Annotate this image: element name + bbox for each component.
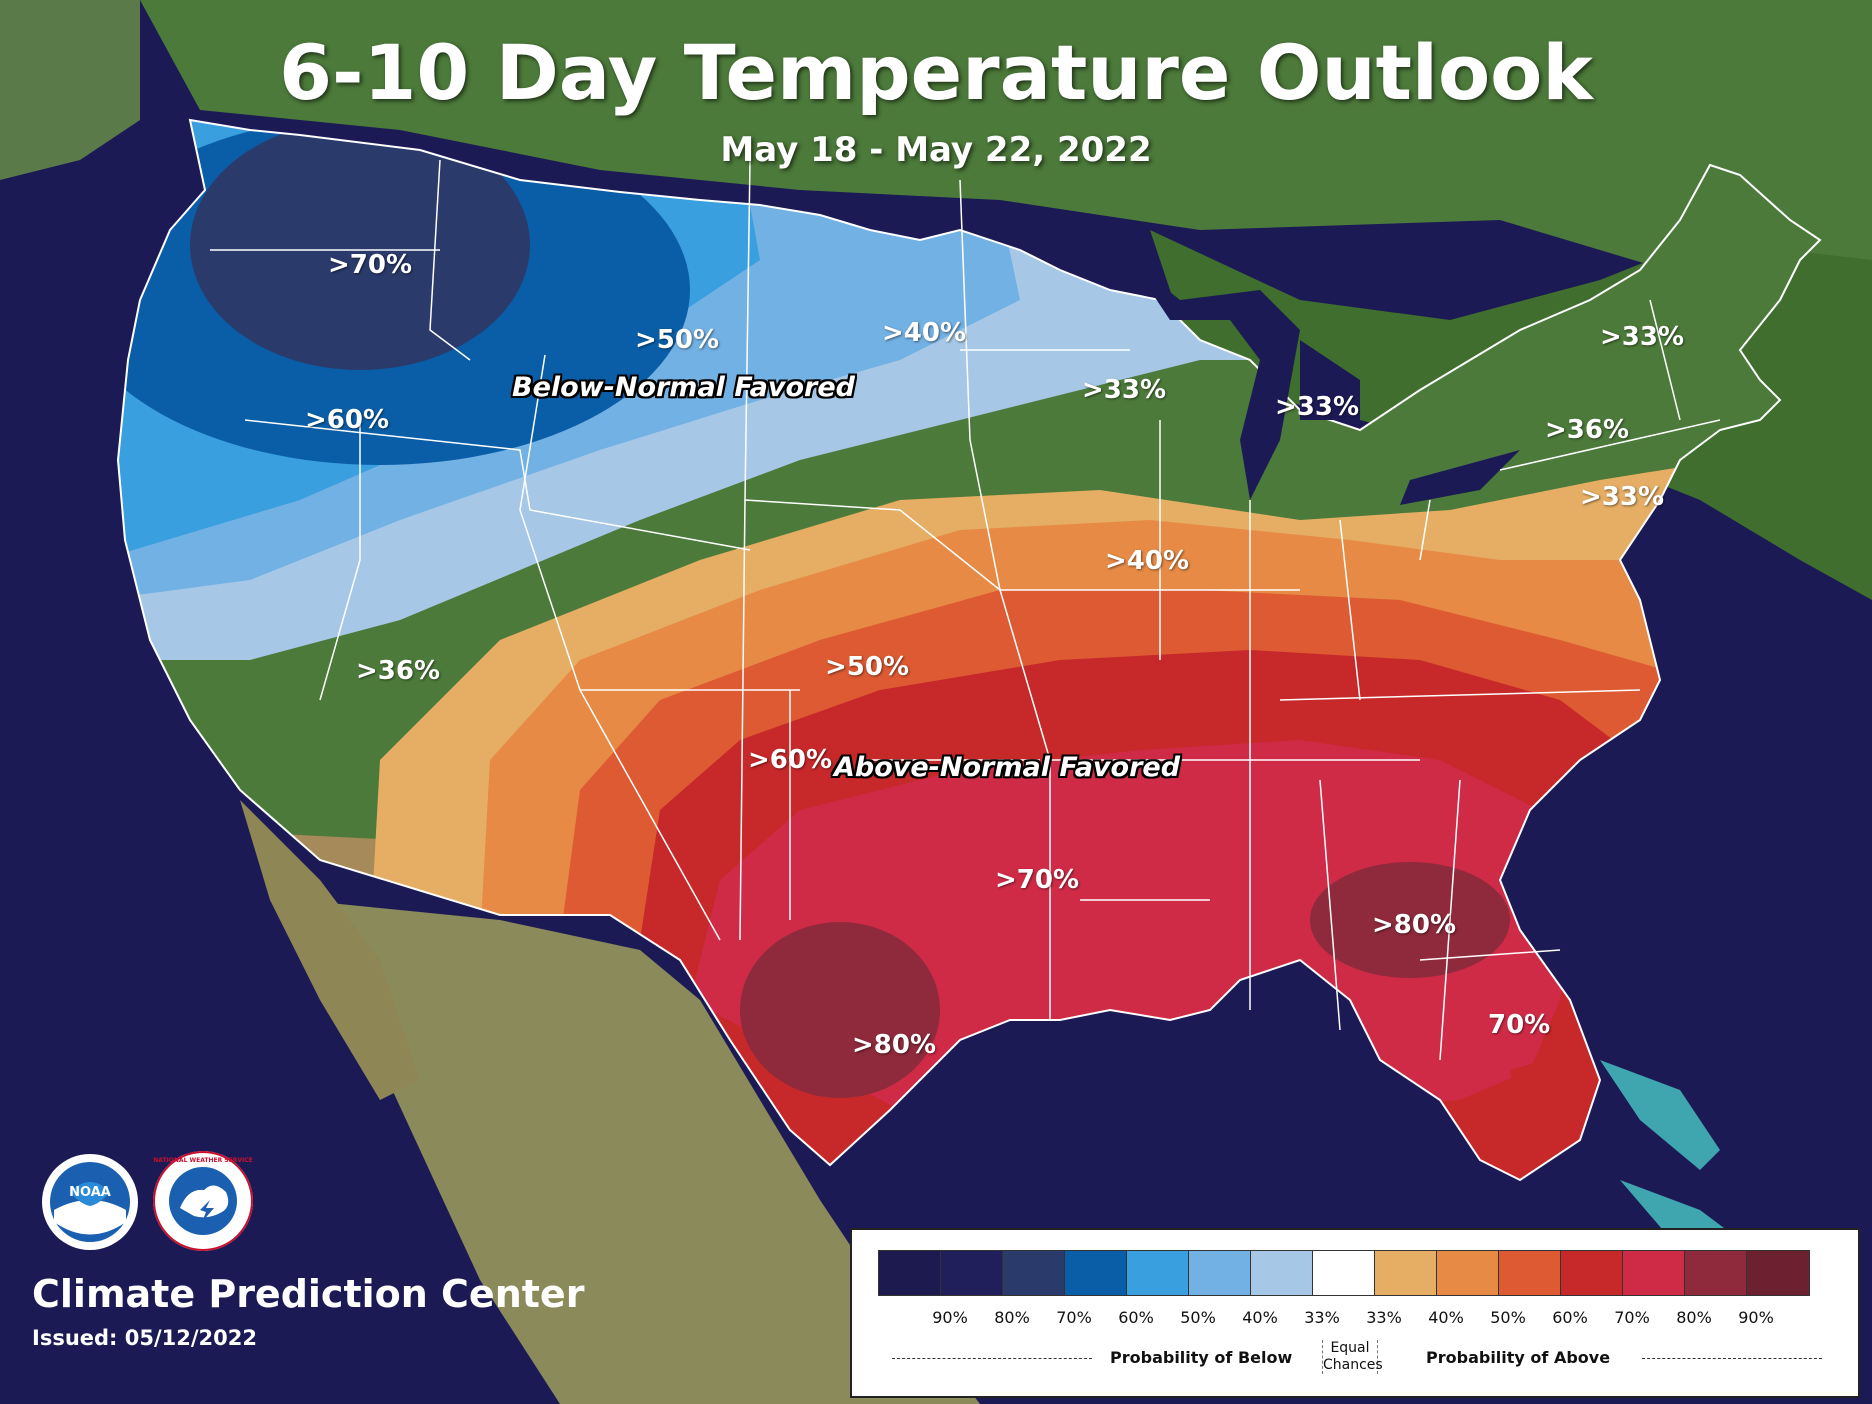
legend-tick-label: 70% xyxy=(1614,1308,1650,1327)
legend-ticks: 90% 80% 70% 60% 50% 40% 33% 33% 40% 50% 60% 70% 80% 9… xyxy=(878,1308,1828,1330)
contour-label: >60% xyxy=(748,745,833,775)
below-normal-label: Below-Normal Favored xyxy=(512,372,855,403)
contour-label: >36% xyxy=(356,656,441,686)
above-label: Probability of Above xyxy=(1426,1348,1611,1367)
legend-swatch xyxy=(1065,1251,1127,1295)
contour-label: >60% xyxy=(305,405,390,435)
equal-label-line1: Equal xyxy=(1330,1340,1370,1356)
contour-label: >70% xyxy=(995,865,1080,895)
legend-tick-label: 40% xyxy=(1242,1308,1278,1327)
legend-tick-label: 80% xyxy=(1676,1308,1712,1327)
date-range: May 18 - May 22, 2022 xyxy=(720,130,1152,170)
equal-chances-label: Equal Chances xyxy=(1322,1340,1383,1374)
legend-tick-label: 50% xyxy=(1180,1308,1216,1327)
legend-tick-label: 60% xyxy=(1118,1308,1154,1327)
legend-swatch xyxy=(1499,1251,1561,1295)
contour-label: >50% xyxy=(635,325,720,355)
legend-swatch xyxy=(1747,1251,1809,1295)
legend-tick-label: 90% xyxy=(1738,1308,1774,1327)
legend-tick-label: 90% xyxy=(932,1308,968,1327)
legend-swatch xyxy=(1189,1251,1251,1295)
legend-swatch xyxy=(1375,1251,1437,1295)
legend-tick-label: 40% xyxy=(1428,1308,1464,1327)
contour-label: >80% xyxy=(1372,910,1457,940)
contour-label: 70% xyxy=(1488,1010,1551,1040)
legend-swatch xyxy=(1003,1251,1065,1295)
contour-label: >40% xyxy=(1105,546,1190,576)
contour-label: >40% xyxy=(882,318,967,348)
page-title: 6-10 Day Temperature Outlook xyxy=(279,28,1593,117)
legend-swatches xyxy=(878,1250,1810,1296)
legend-swatch xyxy=(941,1251,1003,1295)
above-normal-label: Above-Normal Favored xyxy=(834,752,1181,783)
organization-name: Climate Prediction Center xyxy=(32,1272,585,1316)
contour-label: >33% xyxy=(1082,375,1167,405)
contour-label: >80% xyxy=(852,1030,937,1060)
above-arrow-line xyxy=(1642,1358,1822,1359)
legend-swatch xyxy=(879,1251,941,1295)
legend-tick-label: 80% xyxy=(994,1308,1030,1327)
below-arrow-line xyxy=(892,1358,1092,1359)
contour-label: >70% xyxy=(328,250,413,280)
legend-swatch xyxy=(1685,1251,1747,1295)
legend-swatch xyxy=(1561,1251,1623,1295)
equal-label-line2: Chances xyxy=(1323,1357,1383,1373)
legend-swatch xyxy=(1127,1251,1189,1295)
noaa-logo: NOAA xyxy=(42,1154,138,1250)
legend-tick-label: 33% xyxy=(1366,1308,1402,1327)
legend-tick-label: 60% xyxy=(1552,1308,1588,1327)
contour-label: >33% xyxy=(1580,482,1665,512)
issued-date: Issued: 05/12/2022 xyxy=(32,1326,257,1350)
legend: 90% 80% 70% 60% 50% 40% 33% 33% 40% 50% 60% 70% 80% 9… xyxy=(850,1228,1860,1398)
nws-text: NATIONAL WEATHER SERVICE xyxy=(153,1157,252,1164)
legend-swatch xyxy=(1251,1251,1313,1295)
noaa-text: NOAA xyxy=(69,1185,111,1200)
legend-swatch xyxy=(1313,1251,1375,1295)
below-label: Probability of Below xyxy=(1110,1348,1293,1367)
legend-tick-label: 50% xyxy=(1490,1308,1526,1327)
contour-label: >36% xyxy=(1545,415,1630,445)
legend-swatch xyxy=(1623,1251,1685,1295)
legend-swatch xyxy=(1437,1251,1499,1295)
legend-tick-label: 33% xyxy=(1304,1308,1340,1327)
contour-label: >50% xyxy=(825,652,910,682)
legend-tick-label: 70% xyxy=(1056,1308,1092,1327)
contour-label: >33% xyxy=(1275,392,1360,422)
nws-logo: NATIONAL WEATHER SERVICE xyxy=(153,1151,253,1251)
contour-label: >33% xyxy=(1600,322,1685,352)
